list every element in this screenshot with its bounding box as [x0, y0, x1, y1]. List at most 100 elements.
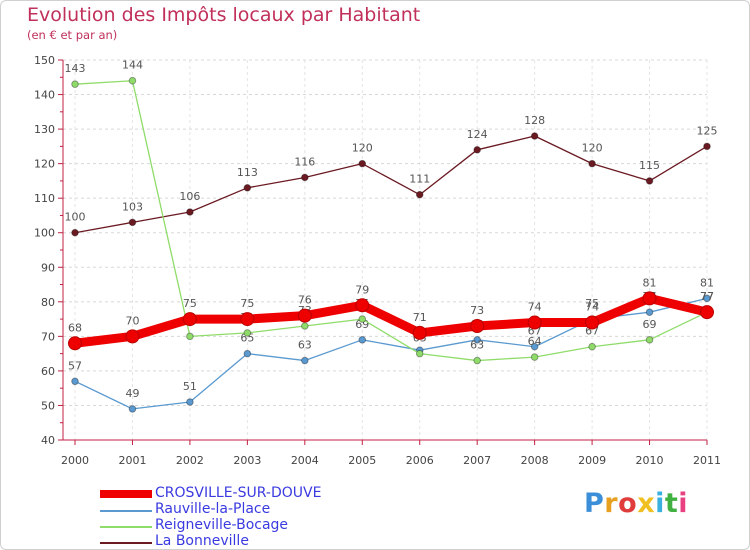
data-label: 75	[240, 297, 254, 310]
x-tick-label: 2002	[176, 454, 204, 467]
x-tick-label: 2004	[291, 454, 319, 467]
logo-letter: r	[604, 488, 619, 519]
data-point	[301, 356, 309, 365]
data-label: 125	[697, 124, 718, 137]
data-point	[588, 159, 596, 168]
y-tick-label: 140	[34, 89, 55, 102]
data-point	[128, 405, 137, 413]
legend-swatch	[100, 490, 152, 498]
data-point	[470, 319, 485, 333]
x-tick-label: 2009	[578, 454, 606, 467]
data-point	[530, 353, 539, 361]
data-label: 124	[467, 128, 488, 141]
data-point	[186, 208, 194, 216]
y-tick-label: 40	[41, 434, 55, 447]
logo-letter: t	[664, 488, 679, 519]
data-label: 75	[183, 297, 197, 310]
data-label: 65	[240, 332, 254, 345]
legend-swatch	[100, 542, 152, 544]
data-label: 71	[413, 311, 427, 324]
data-label: 81	[643, 276, 657, 289]
data-label: 70	[125, 314, 139, 327]
data-point	[71, 377, 79, 386]
data-point	[473, 146, 481, 154]
data-label: 57	[68, 359, 82, 372]
series-line	[74, 80, 708, 362]
data-point	[182, 312, 197, 327]
data-label: 115	[639, 159, 660, 172]
logo-letter: P	[584, 488, 605, 519]
y-tick-label: 60	[41, 365, 55, 378]
legend-label: CROSVILLE-SUR-DOUVE	[155, 485, 322, 501]
data-point	[703, 142, 711, 151]
data-point	[301, 173, 309, 182]
data-label: 77	[700, 290, 714, 303]
data-point	[71, 228, 79, 237]
data-point	[415, 190, 424, 199]
data-point	[128, 218, 137, 227]
data-point	[585, 315, 600, 330]
data-label: 51	[183, 380, 197, 393]
data-label: 81	[700, 276, 714, 289]
data-point	[128, 76, 137, 85]
data-label: 74	[585, 301, 599, 314]
data-point	[645, 177, 654, 185]
data-point	[297, 308, 312, 323]
proxiti-logo: Proxiti	[584, 488, 688, 519]
x-tick-label: 2010	[636, 454, 664, 467]
x-tick-label: 2007	[463, 454, 491, 467]
data-point	[645, 336, 654, 344]
data-point	[243, 349, 252, 358]
x-tick-label: 2000	[61, 454, 89, 467]
data-point	[642, 291, 657, 306]
legend-label: La Bonneville	[155, 533, 249, 549]
data-point	[355, 298, 370, 313]
data-point	[71, 80, 79, 88]
data-point	[703, 294, 711, 303]
data-point	[412, 325, 427, 340]
data-point	[240, 312, 255, 327]
data-label: 113	[237, 166, 258, 179]
data-point	[473, 336, 481, 344]
x-tick-label: 2006	[406, 454, 434, 467]
series-line	[74, 135, 708, 234]
data-point	[301, 322, 309, 330]
data-point	[645, 308, 654, 316]
data-label: 64	[528, 335, 542, 348]
data-label: 120	[352, 142, 373, 155]
y-tick-label: 130	[34, 123, 55, 136]
logo-letter: x	[637, 488, 656, 519]
data-label: 144	[122, 59, 143, 72]
y-tick-label: 150	[34, 54, 55, 67]
data-point	[415, 349, 424, 358]
y-tick-label: 120	[34, 158, 55, 171]
logo-letter: i	[678, 488, 689, 519]
data-label: 77	[700, 290, 714, 303]
y-tick-label: 110	[34, 192, 55, 205]
data-label: 75	[585, 297, 599, 310]
data-point	[588, 342, 596, 351]
legend-label: Rauville-la-Place	[155, 501, 271, 517]
chart-title: Evolution des Impôts locaux par Habitant	[27, 4, 421, 26]
data-point	[68, 336, 82, 351]
legend-swatch	[100, 510, 152, 512]
data-label: 100	[65, 211, 86, 224]
data-point	[186, 398, 194, 406]
data-label: 74	[528, 301, 542, 314]
logo-letter: i	[655, 488, 665, 519]
data-label: 120	[582, 142, 603, 155]
data-label: 63	[470, 339, 484, 352]
y-tick-label: 50	[41, 399, 55, 412]
data-point	[125, 329, 140, 344]
data-point	[530, 132, 539, 140]
data-point	[527, 315, 542, 330]
y-tick-label: 90	[41, 261, 55, 274]
data-label: 79	[355, 283, 369, 296]
data-point	[530, 342, 539, 351]
data-point	[358, 315, 367, 323]
data-label: 68	[68, 321, 82, 334]
y-tick-label: 70	[41, 330, 55, 343]
data-label: 106	[179, 190, 200, 203]
